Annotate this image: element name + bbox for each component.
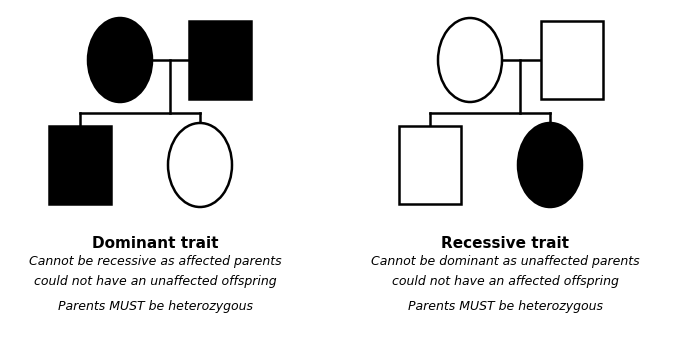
Bar bbox=[399, 126, 461, 204]
Ellipse shape bbox=[438, 18, 502, 102]
Bar bbox=[49, 126, 111, 204]
Bar bbox=[541, 21, 603, 99]
Text: could not have an unaffected offspring: could not have an unaffected offspring bbox=[34, 275, 277, 288]
Text: Dominant trait: Dominant trait bbox=[92, 236, 218, 251]
Text: Recessive trait: Recessive trait bbox=[441, 236, 569, 251]
Text: Parents MUST be heterozygous: Parents MUST be heterozygous bbox=[407, 300, 603, 313]
Ellipse shape bbox=[168, 123, 232, 207]
Ellipse shape bbox=[88, 18, 152, 102]
Text: Cannot be dominant as unaffected parents: Cannot be dominant as unaffected parents bbox=[371, 255, 639, 268]
Ellipse shape bbox=[518, 123, 582, 207]
Bar bbox=[189, 21, 251, 99]
Text: could not have an affected offspring: could not have an affected offspring bbox=[391, 275, 618, 288]
Text: Parents MUST be heterozygous: Parents MUST be heterozygous bbox=[57, 300, 253, 313]
Text: Cannot be recessive as affected parents: Cannot be recessive as affected parents bbox=[29, 255, 281, 268]
